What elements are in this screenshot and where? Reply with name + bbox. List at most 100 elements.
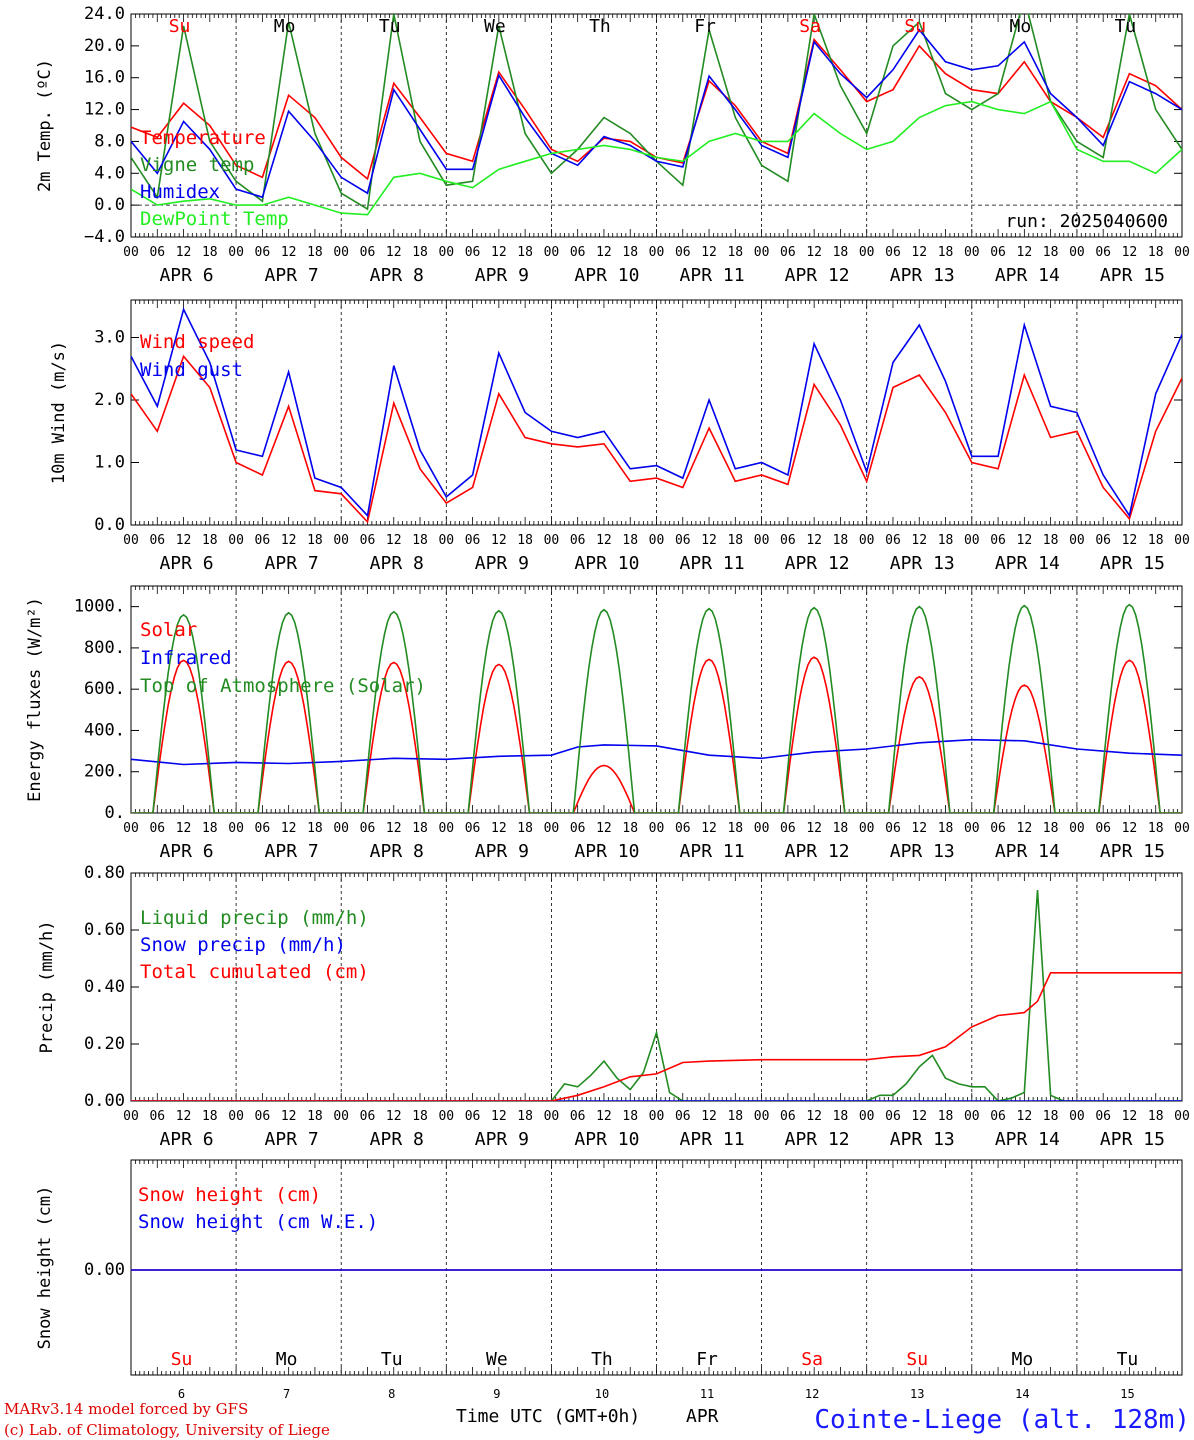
legend-entry: Snow height (cm W.E.) <box>138 1211 378 1233</box>
month-label: APR <box>686 1406 719 1427</box>
date-label: APR 14 <box>995 553 1060 574</box>
hour-tick-label: 00 <box>1069 245 1085 260</box>
hour-tick-label: 06 <box>990 245 1006 260</box>
hour-tick-label: 06 <box>255 1109 271 1124</box>
y-tick-label: 0.80 <box>84 863 125 883</box>
hour-tick-label: 06 <box>570 533 586 548</box>
hour-tick-label: 18 <box>517 533 533 548</box>
hour-tick-label: 00 <box>1174 245 1190 260</box>
hour-tick-label: 00 <box>123 821 139 836</box>
legend-entry: Temperature <box>140 127 266 149</box>
date-label: APR 8 <box>370 265 424 286</box>
date-label: APR 14 <box>995 841 1060 862</box>
hour-tick-label: 12 <box>491 533 507 548</box>
hour-tick-label: 00 <box>859 245 875 260</box>
hour-tick-label: 12 <box>176 533 192 548</box>
day-name-label: Mo <box>1012 1349 1034 1370</box>
series-line-wind-gust <box>131 307 1182 518</box>
legend-entry: DewPoint Temp <box>140 208 289 230</box>
hour-tick-label: 12 <box>806 821 822 836</box>
y-tick-label: 2.0 <box>94 390 125 410</box>
hour-tick-label: 18 <box>307 1109 323 1124</box>
date-label: APR 9 <box>475 1129 529 1150</box>
legend-entry: Humidex <box>140 181 220 203</box>
hour-tick-label: 00 <box>1069 533 1085 548</box>
date-label: APR 7 <box>265 553 319 574</box>
day-name-label: Mo <box>274 16 296 37</box>
hour-tick-label: 12 <box>176 821 192 836</box>
hour-tick-label: 18 <box>1148 533 1164 548</box>
date-label: APR 8 <box>370 1129 424 1150</box>
hour-tick-label: 06 <box>780 821 796 836</box>
hour-tick-label: 18 <box>833 533 849 548</box>
date-label: APR 12 <box>785 265 850 286</box>
legend-entry: Top of Atmosphere (Solar) <box>140 675 426 697</box>
hour-tick-label: 18 <box>1043 533 1059 548</box>
hour-tick-label: 12 <box>1122 821 1138 836</box>
date-label: APR 10 <box>574 265 639 286</box>
hour-tick-label: 12 <box>596 821 612 836</box>
panel-frame <box>130 299 1183 526</box>
hour-tick-label: 06 <box>465 821 481 836</box>
hour-tick-label: 00 <box>544 821 560 836</box>
legend-entry: Snow height (cm) <box>138 1184 321 1206</box>
hour-tick-label: 00 <box>964 1109 980 1124</box>
hour-tick-label: 18 <box>622 821 638 836</box>
hour-tick-label: 12 <box>281 245 297 260</box>
y-tick-label: 0. <box>105 803 125 823</box>
hour-tick-label: 18 <box>938 533 954 548</box>
series-line-humidex <box>131 28 1182 199</box>
series-group <box>131 307 1182 524</box>
hour-tick-label: 06 <box>675 821 691 836</box>
hour-tick-label: 12 <box>1017 1109 1033 1124</box>
hour-tick-label: 00 <box>438 1109 454 1124</box>
series-group <box>131 890 1182 1101</box>
series-line-dewpoint-temp <box>131 100 1182 216</box>
hour-tick-label: 06 <box>885 821 901 836</box>
hour-tick-label: 00 <box>754 245 770 260</box>
y-axis-label: Snow height (cm) <box>35 1186 55 1350</box>
day-name-label: Su <box>906 1349 928 1370</box>
date-label: APR 12 <box>785 553 850 574</box>
hour-tick-label: 06 <box>885 1109 901 1124</box>
date-label: APR 13 <box>890 265 955 286</box>
legend-entry: Wind speed <box>140 331 254 353</box>
hour-tick-label: 18 <box>202 821 218 836</box>
y-tick-label: 0.0 <box>94 515 125 535</box>
y-tick-label: 0.0 <box>94 195 125 215</box>
hour-tick-label: 00 <box>754 533 770 548</box>
hour-tick-label: 18 <box>938 821 954 836</box>
day-name-label: Th <box>589 16 611 37</box>
hour-tick-label: 12 <box>386 821 402 836</box>
day-name-label: Sa <box>801 1349 823 1370</box>
hour-tick-label: 00 <box>544 245 560 260</box>
hour-tick-label: 00 <box>544 533 560 548</box>
date-label: APR 6 <box>159 1129 213 1150</box>
day-name-label: Su <box>169 16 191 37</box>
legend-entry: Wind gust <box>140 359 243 381</box>
hour-tick-label: 00 <box>1069 1109 1085 1124</box>
date-label: APR 12 <box>785 1129 850 1150</box>
date-label: APR 7 <box>265 265 319 286</box>
y-tick-label: 400. <box>84 720 125 740</box>
y-tick-label: 8.0 <box>94 131 125 151</box>
time-axis-label: Time UTC (GMT+0h) <box>456 1406 640 1427</box>
hour-tick-label: 12 <box>1017 245 1033 260</box>
series-group <box>131 603 1182 813</box>
hour-tick-label: 18 <box>202 533 218 548</box>
hour-tick-label: 06 <box>675 245 691 260</box>
hour-tick-label: 06 <box>1095 245 1111 260</box>
hour-tick-label: 00 <box>754 821 770 836</box>
hour-tick-label: 18 <box>833 245 849 260</box>
hour-tick-label: 12 <box>911 1109 927 1124</box>
y-tick-label: 0.40 <box>84 977 125 997</box>
date-label: APR 11 <box>680 265 745 286</box>
day-number-label: 11 <box>700 1387 714 1401</box>
hour-tick-label: 18 <box>412 245 428 260</box>
hour-tick-label: 12 <box>596 533 612 548</box>
hour-tick-label: 18 <box>307 533 323 548</box>
hour-tick-label: 00 <box>544 1109 560 1124</box>
date-label: APR 10 <box>574 553 639 574</box>
hour-tick-label: 06 <box>465 245 481 260</box>
